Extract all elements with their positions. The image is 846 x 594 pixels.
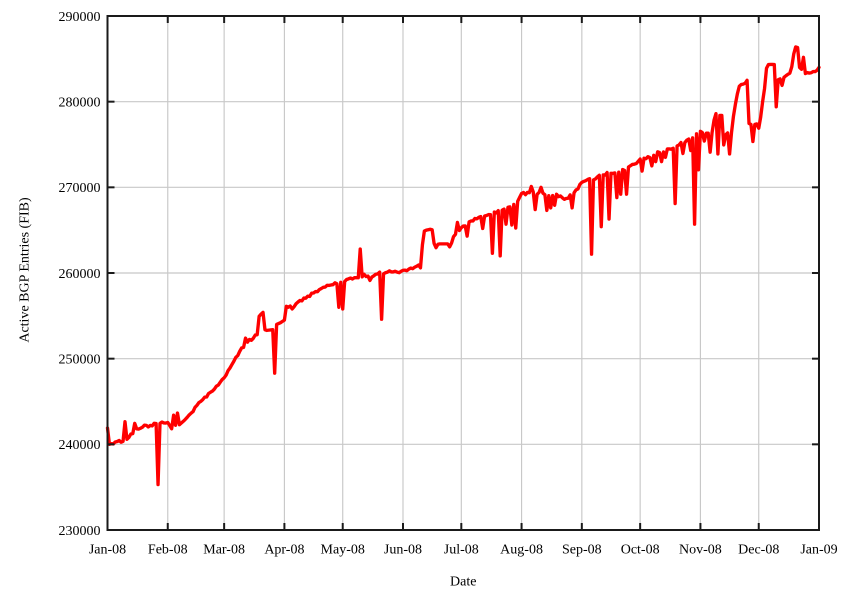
svg-text:Jan-09: Jan-09 <box>800 543 837 558</box>
svg-text:230000: 230000 <box>59 524 101 539</box>
svg-text:Jun-08: Jun-08 <box>384 543 422 558</box>
svg-text:Jan-08: Jan-08 <box>89 543 126 558</box>
svg-text:Nov-08: Nov-08 <box>679 543 722 558</box>
svg-text:260000: 260000 <box>59 267 101 282</box>
svg-text:250000: 250000 <box>59 352 101 367</box>
svg-text:May-08: May-08 <box>321 543 365 558</box>
svg-text:Oct-08: Oct-08 <box>621 543 660 558</box>
svg-text:290000: 290000 <box>59 10 101 25</box>
svg-text:Active BGP Entries (FIB): Active BGP Entries (FIB) <box>18 197 33 343</box>
svg-text:280000: 280000 <box>59 95 101 110</box>
svg-text:Sep-08: Sep-08 <box>562 543 602 558</box>
svg-text:Mar-08: Mar-08 <box>203 543 245 558</box>
svg-text:Feb-08: Feb-08 <box>148 543 188 558</box>
svg-text:270000: 270000 <box>59 181 101 196</box>
svg-text:240000: 240000 <box>59 438 101 453</box>
svg-text:Jul-08: Jul-08 <box>444 543 479 558</box>
svg-text:Date: Date <box>450 575 476 590</box>
svg-text:Aug-08: Aug-08 <box>500 543 543 558</box>
svg-text:Dec-08: Dec-08 <box>738 543 779 558</box>
svg-text:Apr-08: Apr-08 <box>264 543 304 558</box>
